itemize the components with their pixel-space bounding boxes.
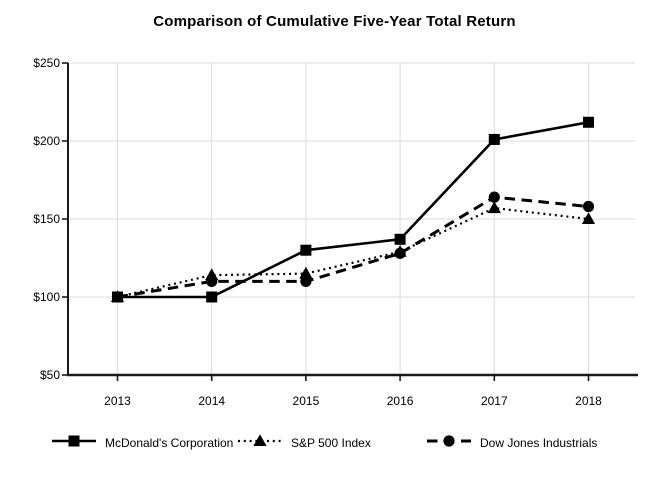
x-axis-tick-label: 2014 bbox=[198, 394, 225, 408]
series-line-triangle bbox=[117, 206, 589, 299]
square-data-point bbox=[394, 233, 406, 245]
circle-data-point bbox=[488, 191, 500, 203]
series-line-circle bbox=[117, 195, 589, 299]
triangle-data-point bbox=[299, 266, 313, 279]
y-axis-tick-label: $200 bbox=[33, 134, 60, 148]
x-axis-tick-label: 2017 bbox=[481, 394, 508, 408]
chart-title: Comparison of Cumulative Five-Year Total… bbox=[153, 13, 516, 30]
circle-dashed-line-marker-icon bbox=[427, 432, 471, 455]
x-axis-tick-label: 2016 bbox=[387, 394, 414, 408]
legend-item-dowjones: Dow Jones Industrials bbox=[427, 432, 597, 454]
circle-data-point bbox=[206, 275, 218, 287]
circle-data-point bbox=[300, 275, 312, 287]
circle-data-point bbox=[443, 434, 455, 447]
triangle-dotted-line-marker-icon bbox=[238, 432, 282, 455]
circle-data-point bbox=[394, 247, 406, 259]
square-data-point bbox=[583, 116, 594, 128]
triangle-data-point bbox=[581, 212, 596, 224]
x-axis-tick-label: 2018 bbox=[575, 394, 602, 408]
square-data-point bbox=[206, 291, 218, 303]
y-axis-tick-label: $250 bbox=[33, 56, 60, 70]
square-data-point bbox=[300, 244, 312, 256]
circle-data-point bbox=[111, 291, 124, 303]
square-data-point bbox=[68, 435, 80, 446]
x-axis-tick-label: 2015 bbox=[293, 394, 320, 408]
square-data-point bbox=[488, 133, 500, 145]
y-axis-tick-label: $150 bbox=[33, 212, 60, 226]
square-solid-line-marker-icon bbox=[52, 432, 96, 455]
legend-label-mcdonalds: McDonald's Corporation bbox=[105, 436, 234, 450]
x-axis-tick-label: 2013 bbox=[104, 394, 131, 408]
legend-label-sp500: S&P 500 Index bbox=[291, 436, 371, 450]
legend-item-mcdonalds: McDonald's Corporation bbox=[52, 432, 233, 454]
circle-data-point bbox=[582, 200, 595, 213]
triangle-data-point bbox=[253, 433, 267, 446]
y-axis-tick-label: $50 bbox=[40, 368, 60, 382]
y-axis-tick-label: $100 bbox=[33, 290, 60, 304]
legend-label-dowjones: Dow Jones Industrials bbox=[480, 436, 598, 450]
legend-item-sp500: S&P 500 Index bbox=[238, 432, 371, 454]
chart-legend: McDonald's Corporation S&P 500 Index Dow… bbox=[0, 432, 669, 456]
triangle-data-point bbox=[487, 201, 501, 214]
series-line-square bbox=[117, 121, 589, 299]
